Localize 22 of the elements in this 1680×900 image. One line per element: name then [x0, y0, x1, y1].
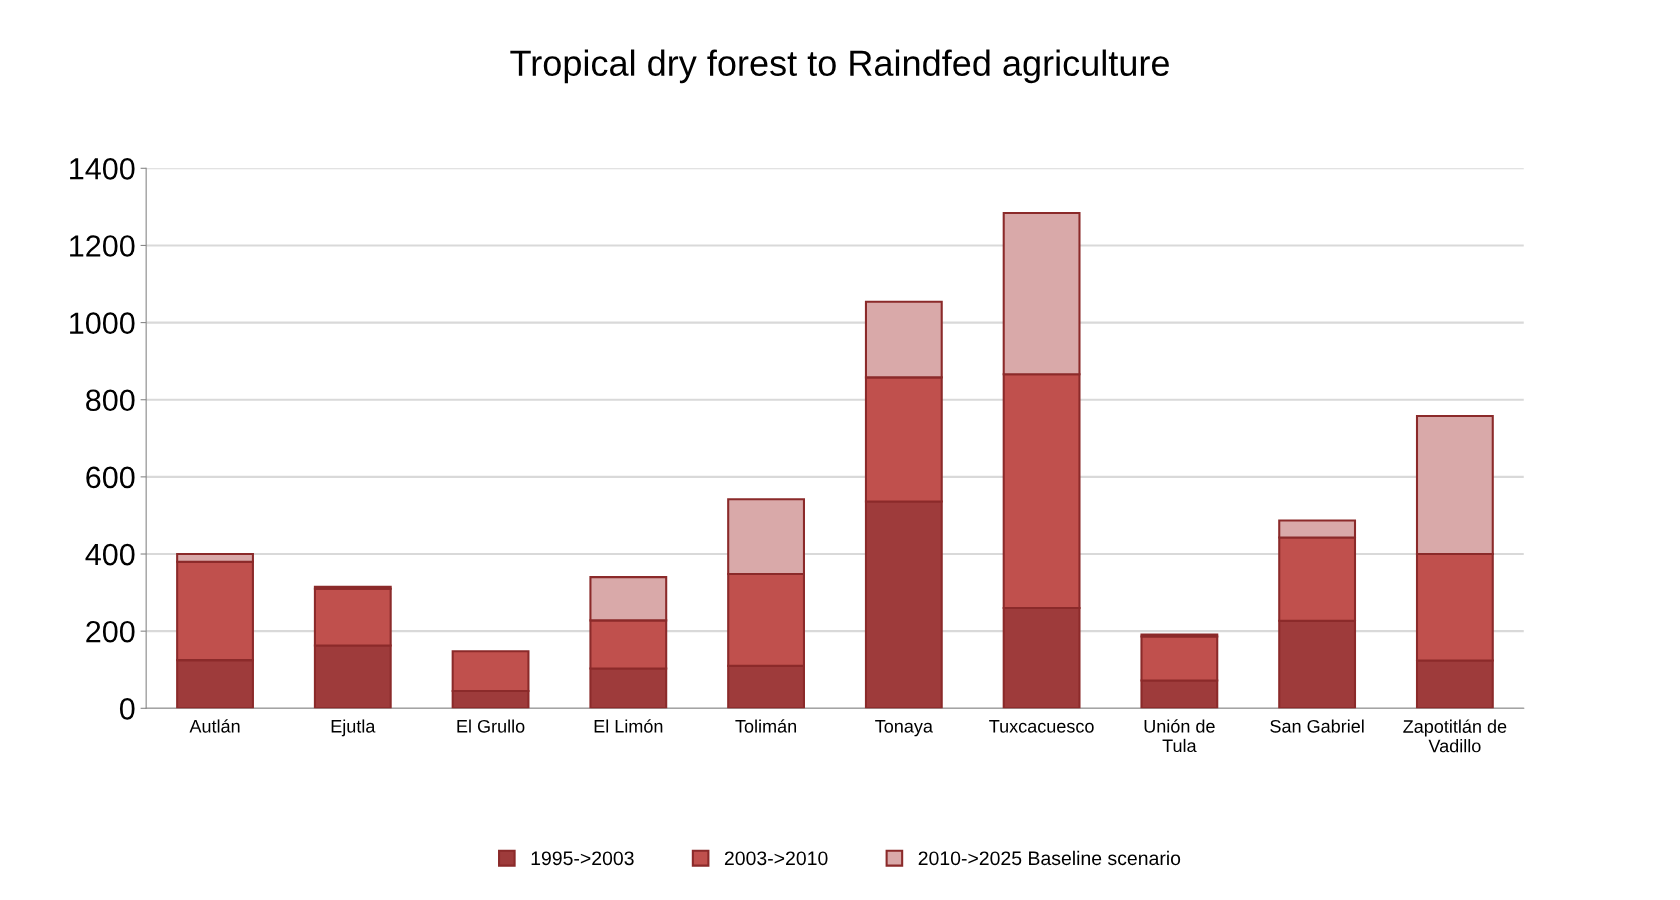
x-tick-label: El Grullo	[457, 719, 525, 733]
x-tick-label: San Gabriel	[1270, 719, 1364, 733]
x-tick-label: El Limón	[594, 719, 663, 733]
legend-label: 2010->2025 Baseline scenario	[918, 850, 1181, 866]
x-tick-label: Autlán	[189, 719, 240, 733]
y-tick-label: 800	[86, 389, 135, 412]
y-tick-label: 1200	[70, 235, 135, 257]
y-tick-label: 400	[85, 543, 135, 566]
x-tick-label: Unión de Tula	[1144, 719, 1215, 753]
y-tick-label: 1400	[70, 158, 135, 180]
x-tick-label: Tuxcacuesco	[989, 720, 1094, 733]
y-tick-label: 600	[86, 466, 135, 489]
x-tick-label: Ejutla	[331, 719, 376, 737]
y-tick-label: 200	[86, 620, 135, 643]
y-tick-label: 1000	[70, 312, 135, 334]
x-tick-label: Zapotitlán de Vadillo	[1403, 719, 1507, 753]
legend-label: 1995->2003	[531, 851, 634, 866]
y-tick-label: 0	[119, 698, 135, 720]
legend-label: 2003->2010	[724, 851, 828, 866]
x-tick-label: Tonaya	[875, 720, 933, 737]
chart-title: Tropical dry forest to Raindfed agriculture	[510, 49, 1169, 84]
x-tick-label: Tolimán	[735, 719, 797, 733]
